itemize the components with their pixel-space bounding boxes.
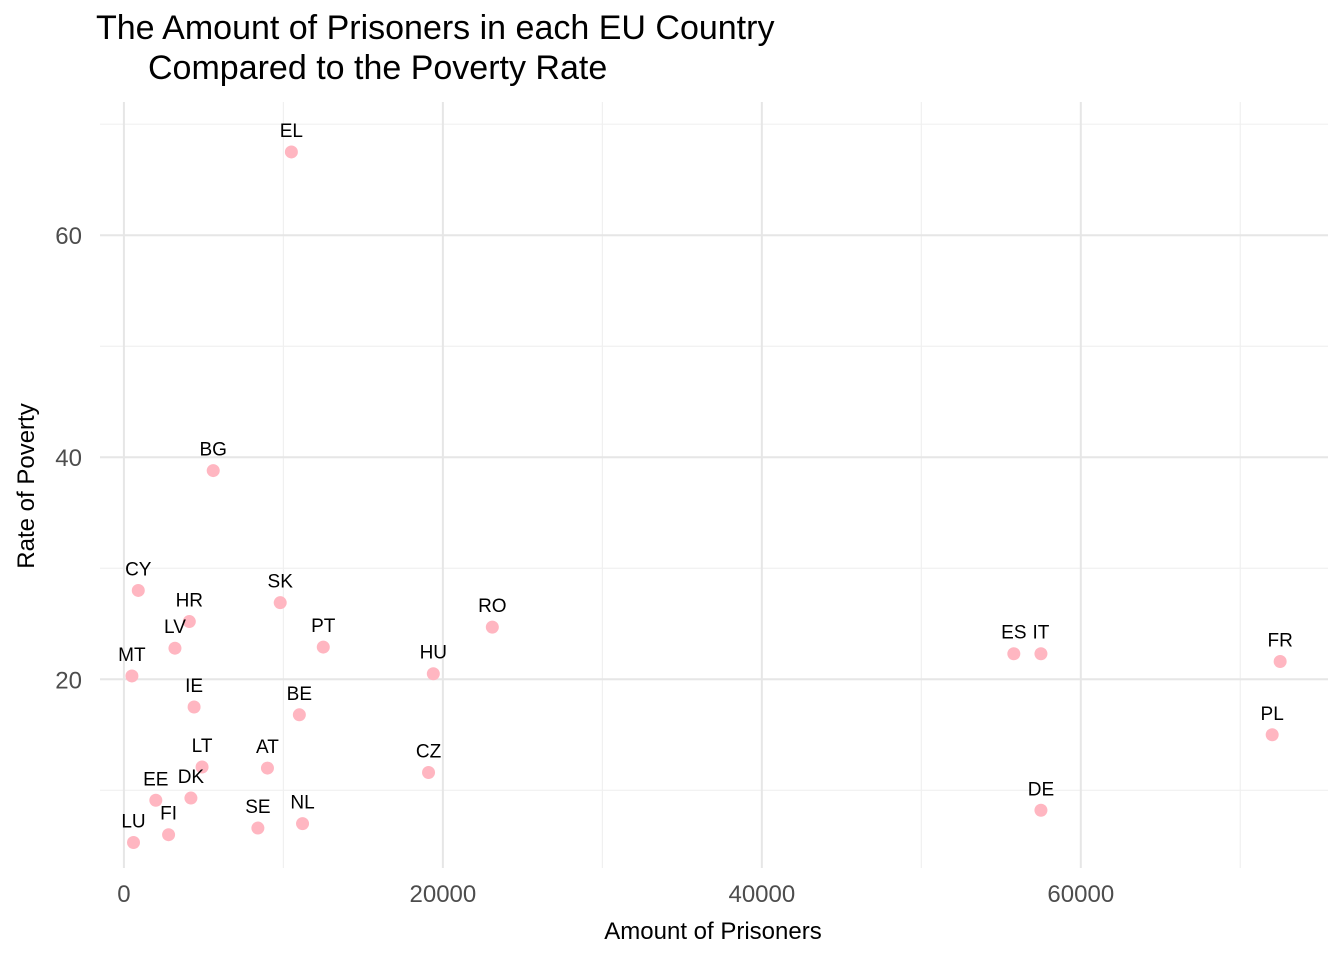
minor-gridlines bbox=[100, 102, 1328, 868]
data-point-be bbox=[292, 708, 306, 722]
point-label-ro: RO bbox=[478, 596, 507, 617]
y-tick-label: 20 bbox=[55, 667, 82, 694]
point-label-cz: CZ bbox=[416, 742, 442, 763]
data-point-lt bbox=[195, 760, 209, 774]
point-label-lv: LV bbox=[164, 617, 186, 638]
data-point-es bbox=[1007, 647, 1021, 661]
point-label-mt: MT bbox=[118, 645, 146, 666]
data-point-cz bbox=[422, 766, 436, 780]
data-point-de bbox=[1034, 803, 1048, 817]
point-label-fi: FI bbox=[160, 804, 177, 825]
data-point-ie bbox=[187, 700, 201, 714]
x-axis-ticks: 0 20000 40000 60000 bbox=[117, 881, 1114, 908]
point-label-sk: SK bbox=[268, 572, 294, 593]
point-label-pl: PL bbox=[1261, 704, 1284, 725]
data-point-ee bbox=[149, 793, 163, 807]
point-label-hr: HR bbox=[176, 591, 203, 612]
data-point-el bbox=[284, 145, 298, 159]
point-label-dk: DK bbox=[178, 767, 205, 788]
point-label-at: AT bbox=[256, 737, 279, 758]
data-point-pt bbox=[316, 640, 330, 654]
data-point-se bbox=[251, 821, 265, 835]
y-axis-title: Rate of Poverty bbox=[13, 403, 40, 568]
data-point-ro bbox=[485, 620, 499, 634]
data-point-cy bbox=[131, 583, 145, 597]
data-point-lu bbox=[126, 835, 140, 849]
point-label-lt: LT bbox=[192, 736, 213, 757]
data-point-at bbox=[260, 761, 274, 775]
point-label-ee: EE bbox=[143, 769, 168, 790]
data-points bbox=[125, 145, 1287, 849]
y-tick-label: 40 bbox=[55, 445, 82, 472]
data-point-bg bbox=[206, 464, 220, 478]
x-tick-label: 40000 bbox=[728, 881, 795, 908]
data-point-fr bbox=[1273, 655, 1287, 669]
point-label-bg: BG bbox=[200, 440, 227, 461]
point-label-be: BE bbox=[287, 684, 312, 705]
data-point-fi bbox=[162, 828, 176, 842]
point-labels: EL BG CY SK HR RO LV PT MT HU ES IT FR IE BE PL LT AT CZ EE… bbox=[118, 121, 1293, 833]
x-tick-label: 0 bbox=[117, 881, 130, 908]
data-point-hr bbox=[182, 615, 196, 629]
chart-title-line-1: The Amount of Prisoners in each EU Count… bbox=[96, 9, 775, 47]
x-tick-label: 20000 bbox=[410, 881, 477, 908]
point-label-it: IT bbox=[1032, 623, 1049, 644]
point-label-el: EL bbox=[280, 121, 303, 142]
data-point-hu bbox=[426, 667, 440, 681]
x-axis-title: Amount of Prisoners bbox=[604, 918, 821, 945]
point-label-es: ES bbox=[1001, 623, 1026, 644]
data-point-it bbox=[1034, 647, 1048, 661]
chart-title: The Amount of Prisoners in each EU Count… bbox=[96, 8, 774, 88]
point-label-de: DE bbox=[1028, 779, 1054, 800]
data-point-nl bbox=[296, 817, 310, 831]
x-tick-label: 60000 bbox=[1047, 881, 1114, 908]
data-point-dk bbox=[184, 791, 198, 805]
point-label-lu: LU bbox=[121, 811, 145, 832]
point-label-cy: CY bbox=[125, 559, 152, 580]
point-label-nl: NL bbox=[290, 793, 314, 814]
point-label-fr: FR bbox=[1267, 631, 1292, 652]
data-point-sk bbox=[273, 596, 287, 610]
data-point-lv bbox=[168, 641, 182, 655]
major-gridlines bbox=[100, 102, 1328, 868]
point-label-pt: PT bbox=[311, 616, 336, 637]
point-label-hu: HU bbox=[420, 643, 447, 664]
data-point-pl bbox=[1265, 728, 1279, 742]
chart-title-line-2: Compared to the Poverty Rate bbox=[148, 49, 608, 87]
data-point-mt bbox=[125, 669, 139, 683]
point-label-ie: IE bbox=[185, 676, 203, 697]
y-tick-label: 60 bbox=[55, 223, 82, 250]
y-axis-ticks: 20 40 60 bbox=[55, 223, 82, 694]
point-label-se: SE bbox=[245, 797, 270, 818]
